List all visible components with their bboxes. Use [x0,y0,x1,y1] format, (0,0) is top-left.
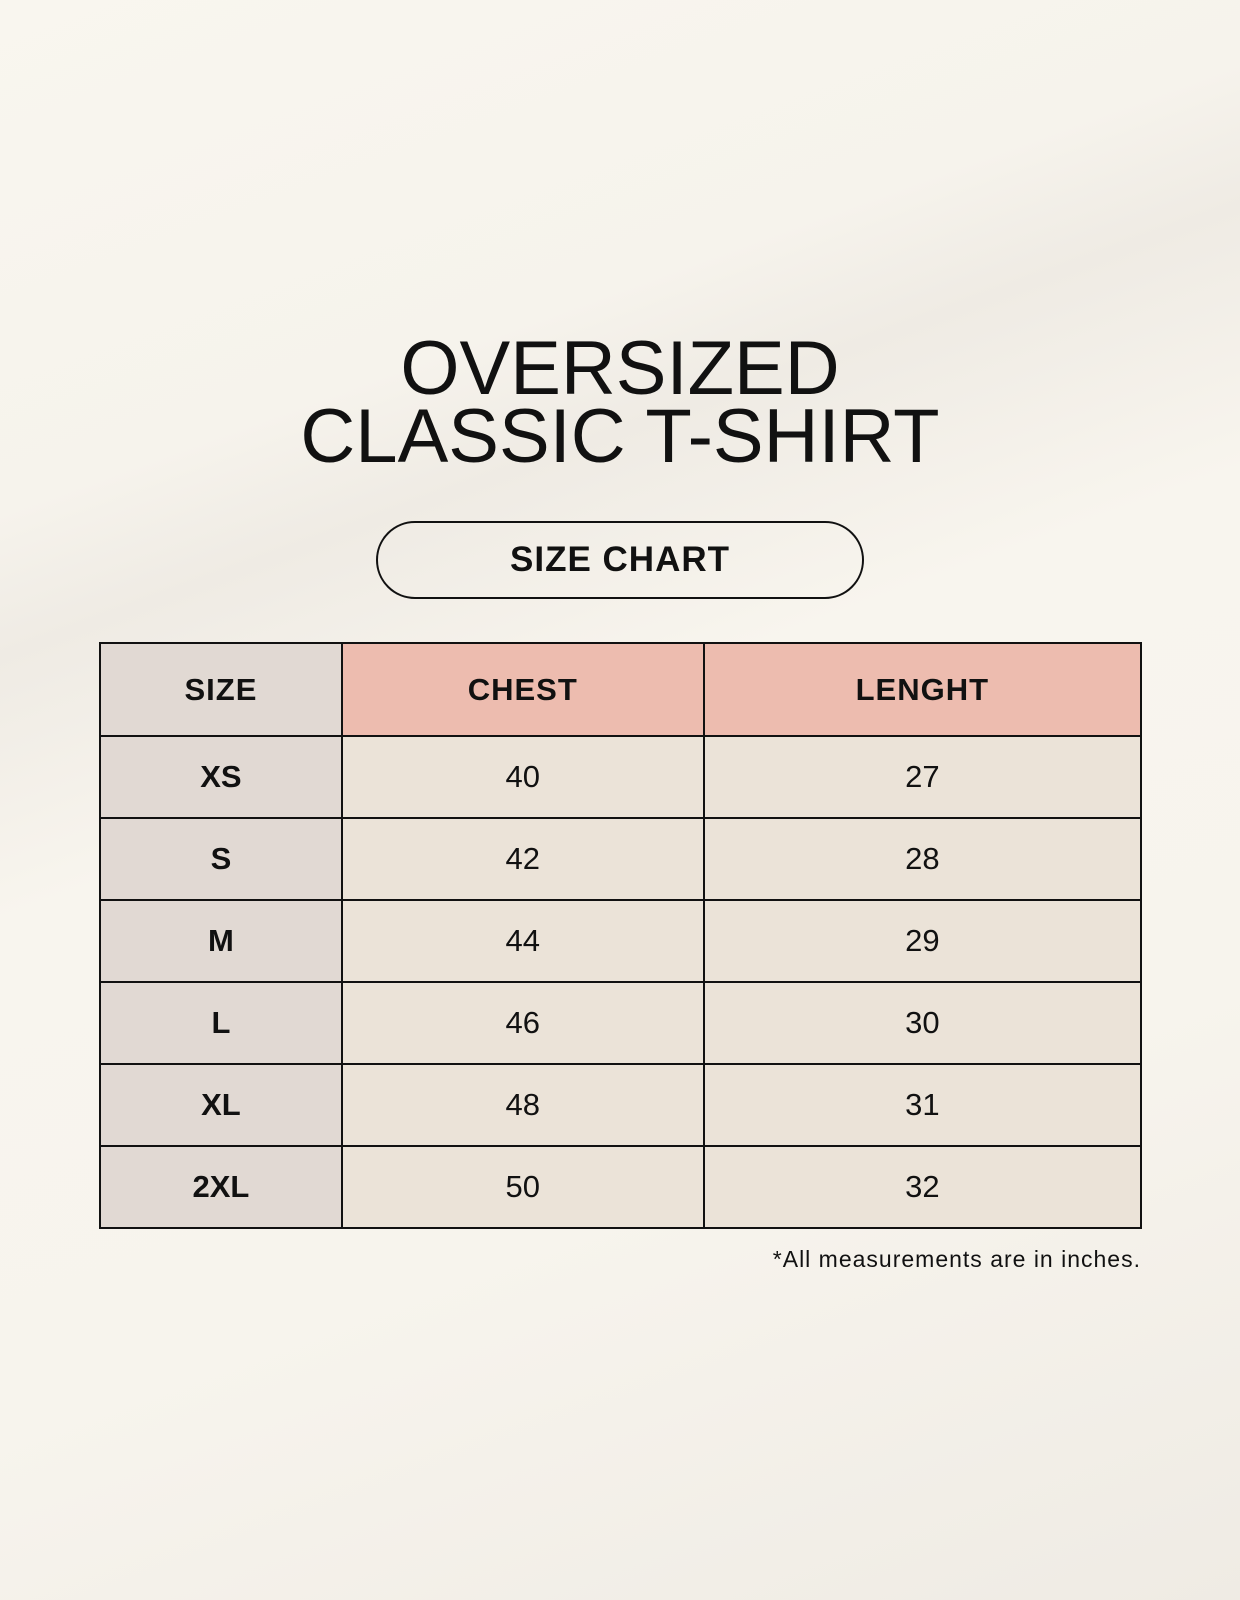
title-line-2: CLASSIC T-SHIRT [300,394,940,479]
size-cell: XS [99,735,343,819]
chest-cell: 40 [340,735,705,819]
table-row: M 44 29 [99,899,1143,983]
header-chest: CHEST [340,642,705,737]
table-row: S 42 28 [99,817,1143,901]
table-header-row: SIZE CHEST LENGHT [99,642,1143,737]
chest-cell: 44 [340,899,705,983]
length-cell: 31 [702,1063,1143,1147]
chest-cell: 48 [340,1063,705,1147]
header-length: LENGHT [702,642,1143,737]
size-table: SIZE CHEST LENGHT XS 40 27 S 42 28 M 44 29 L 46 30 X… [99,642,1143,1229]
page-title: OVERSIZED CLASSIC T-SHIRT [0,326,1240,479]
size-cell: S [99,817,343,901]
length-cell: 28 [702,817,1143,901]
size-cell: L [99,981,343,1065]
size-cell: 2XL [99,1145,343,1229]
length-cell: 32 [702,1145,1143,1229]
chest-cell: 46 [340,981,705,1065]
title-line-1: OVERSIZED [400,326,840,411]
length-cell: 29 [702,899,1143,983]
table-row: XL 48 31 [99,1063,1143,1147]
size-chart-badge: SIZE CHART [376,521,864,599]
chest-cell: 50 [340,1145,705,1229]
size-cell: XL [99,1063,343,1147]
table-row: XS 40 27 [99,735,1143,819]
chest-cell: 42 [340,817,705,901]
length-cell: 27 [702,735,1143,819]
length-cell: 30 [702,981,1143,1065]
table-row: 2XL 50 32 [99,1145,1143,1229]
table-row: L 46 30 [99,981,1143,1065]
header-size: SIZE [99,642,343,737]
footnote: *All measurements are in inches. [772,1246,1141,1272]
size-cell: M [99,899,343,983]
